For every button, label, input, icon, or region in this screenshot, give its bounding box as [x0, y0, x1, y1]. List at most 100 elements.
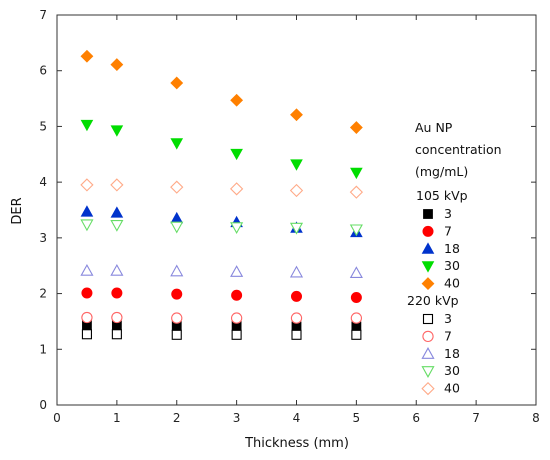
data-point — [170, 138, 184, 150]
series — [81, 329, 362, 340]
x-tick-label: 0 — [53, 411, 61, 425]
y-tick-label: 6 — [39, 64, 47, 78]
data-point — [111, 287, 123, 299]
data-point — [80, 263, 94, 276]
y-tick-label: 7 — [39, 8, 47, 22]
data-point — [110, 206, 124, 218]
data-point — [111, 311, 123, 324]
series — [80, 49, 363, 134]
data-point — [170, 211, 184, 224]
legend-entry-label: 7 — [444, 223, 452, 238]
data-point — [290, 312, 303, 324]
data-point — [171, 312, 183, 324]
y-tick-label: 1 — [39, 342, 47, 356]
x-tick-label: 8 — [532, 411, 540, 425]
data-point — [170, 264, 184, 277]
data-point — [170, 221, 184, 234]
data-point — [349, 185, 364, 199]
data-point — [171, 329, 182, 340]
data-point — [289, 265, 304, 278]
data-point — [80, 119, 94, 132]
data-point — [350, 312, 363, 324]
legend-entry-label: 3 — [444, 206, 452, 221]
y-tick-label: 5 — [39, 119, 47, 133]
data-point — [110, 125, 124, 137]
legend-entry-label: 7 — [444, 328, 452, 343]
data-point — [170, 76, 184, 90]
data-point — [230, 93, 244, 107]
series — [82, 319, 362, 332]
legend-entry-label: 40 — [444, 276, 460, 291]
x-tick-label: 7 — [472, 411, 480, 425]
data-point — [80, 205, 94, 217]
legend-group-label: 220 kVp — [407, 293, 459, 308]
legend-entry-label: 30 — [444, 363, 460, 378]
data-point — [170, 180, 184, 194]
data-point — [230, 148, 243, 161]
x-tick-label: 5 — [353, 411, 361, 425]
legend-marker — [421, 277, 435, 291]
data-point — [110, 178, 124, 192]
data-point — [290, 159, 303, 171]
y-tick-label: 4 — [39, 175, 47, 189]
data-point — [230, 312, 243, 324]
series-group — [80, 49, 363, 332]
plot-frame — [56, 14, 537, 406]
legend-entry-label: 30 — [444, 258, 460, 273]
series — [80, 263, 363, 279]
data-point — [349, 266, 363, 279]
data-point — [350, 167, 363, 180]
data-point — [290, 290, 302, 302]
data-point — [349, 224, 363, 237]
data-point — [230, 222, 244, 235]
axis-ticks: 0 1 2 3 4 5 6 7 8 0 1 2 3 4 5 6 7 — [39, 8, 539, 425]
legend-entry-label: 3 — [444, 311, 452, 326]
data-point — [171, 288, 183, 300]
data-point — [110, 58, 124, 72]
data-point — [80, 49, 94, 63]
data-point — [229, 182, 244, 196]
data-points — [80, 49, 364, 340]
x-tick-label: 3 — [233, 411, 241, 425]
y-tick-label: 0 — [39, 398, 47, 412]
data-point — [81, 311, 93, 324]
data-point — [230, 265, 244, 277]
data-point — [231, 289, 243, 301]
series — [80, 205, 363, 238]
data-point — [351, 329, 362, 340]
data-point — [80, 219, 94, 232]
x-tick-label: 1 — [113, 411, 121, 425]
series — [80, 178, 364, 199]
legend-entry-label: 18 — [444, 346, 460, 361]
series — [81, 287, 362, 303]
data-point — [81, 329, 92, 340]
y-tick-label: 2 — [39, 287, 47, 301]
legend-marker — [421, 242, 435, 254]
data-point — [350, 291, 362, 303]
legend-title-line: (mg/mL) — [415, 164, 468, 179]
legend-group-label: 105 kVp — [416, 188, 468, 203]
series — [81, 311, 363, 324]
legend: Au NP concentration (mg/mL) 105 kVp 3 7 18 30 40… — [407, 120, 502, 396]
y-tick-label: 3 — [39, 231, 47, 245]
legend-marker — [421, 261, 435, 273]
data-point — [290, 108, 303, 122]
data-point — [110, 219, 124, 232]
legend-marker — [421, 347, 435, 359]
legend-marker — [423, 209, 433, 219]
legend-title-line: Au NP — [415, 120, 453, 135]
data-point — [111, 329, 122, 340]
series — [80, 119, 363, 180]
legend-marker — [422, 225, 434, 237]
series — [80, 219, 363, 237]
y-axis-label: DER — [10, 197, 25, 224]
data-point — [289, 222, 304, 235]
legend-marker — [422, 313, 434, 325]
legend-marker — [422, 330, 434, 343]
data-point — [110, 263, 124, 276]
data-point — [289, 183, 304, 198]
data-point — [80, 178, 94, 192]
legend-entry-label: 40 — [444, 381, 460, 396]
x-axis-label: Thickness (mm) — [244, 436, 349, 451]
